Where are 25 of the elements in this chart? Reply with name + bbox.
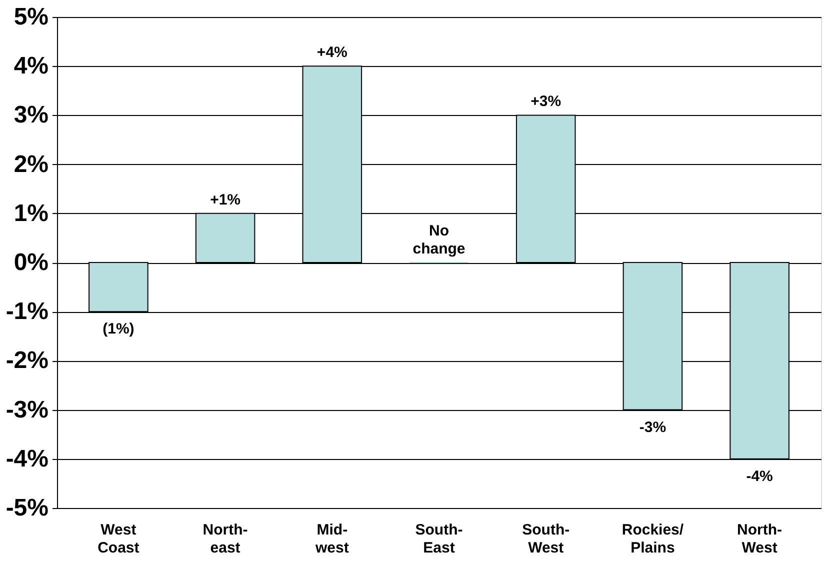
x-tick-label: Mid- west: [314, 522, 349, 556]
y-tick-label: -2%: [6, 347, 48, 374]
data-label: +3%: [530, 93, 562, 110]
data-label: +4%: [316, 44, 348, 62]
x-tick-label: North- east: [202, 522, 248, 556]
y-tick-label: -4%: [6, 445, 48, 472]
y-tick-label: 1%: [14, 200, 48, 227]
y-tick-label: 2%: [14, 150, 48, 178]
data-label: +1%: [210, 191, 241, 208]
y-tick-label: -5%: [6, 494, 48, 522]
data-label: (1%): [102, 320, 134, 338]
x-tick-label: North- West: [737, 522, 782, 556]
y-tick-label: -1%: [6, 298, 48, 326]
x-tick-label: West Coast: [98, 522, 140, 556]
x-tick-label: Rockies/ Plains: [622, 522, 684, 556]
y-tick-label: 0%: [14, 249, 48, 276]
x-tick-label: South- West: [522, 522, 570, 556]
x-tick-label: South- East: [415, 522, 463, 556]
y-tick-label: 5%: [14, 4, 48, 30]
y-tick-label: 3%: [14, 102, 48, 129]
y-tick-label: -3%: [6, 396, 48, 424]
data-label: No change: [412, 222, 466, 258]
y-tick-label: 4%: [14, 52, 48, 80]
data-label: -3%: [639, 418, 666, 436]
data-label: -4%: [746, 468, 773, 485]
